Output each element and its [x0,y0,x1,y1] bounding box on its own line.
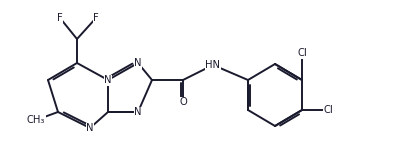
Text: F: F [57,13,63,23]
Text: Cl: Cl [323,105,333,115]
Text: O: O [179,97,187,107]
Text: CH₃: CH₃ [27,115,45,125]
Text: N: N [134,58,142,68]
Text: N: N [104,75,112,85]
Text: Cl: Cl [297,48,307,58]
Text: HN: HN [205,60,220,70]
Text: N: N [86,123,94,133]
Text: N: N [134,107,142,117]
Text: F: F [93,13,99,23]
